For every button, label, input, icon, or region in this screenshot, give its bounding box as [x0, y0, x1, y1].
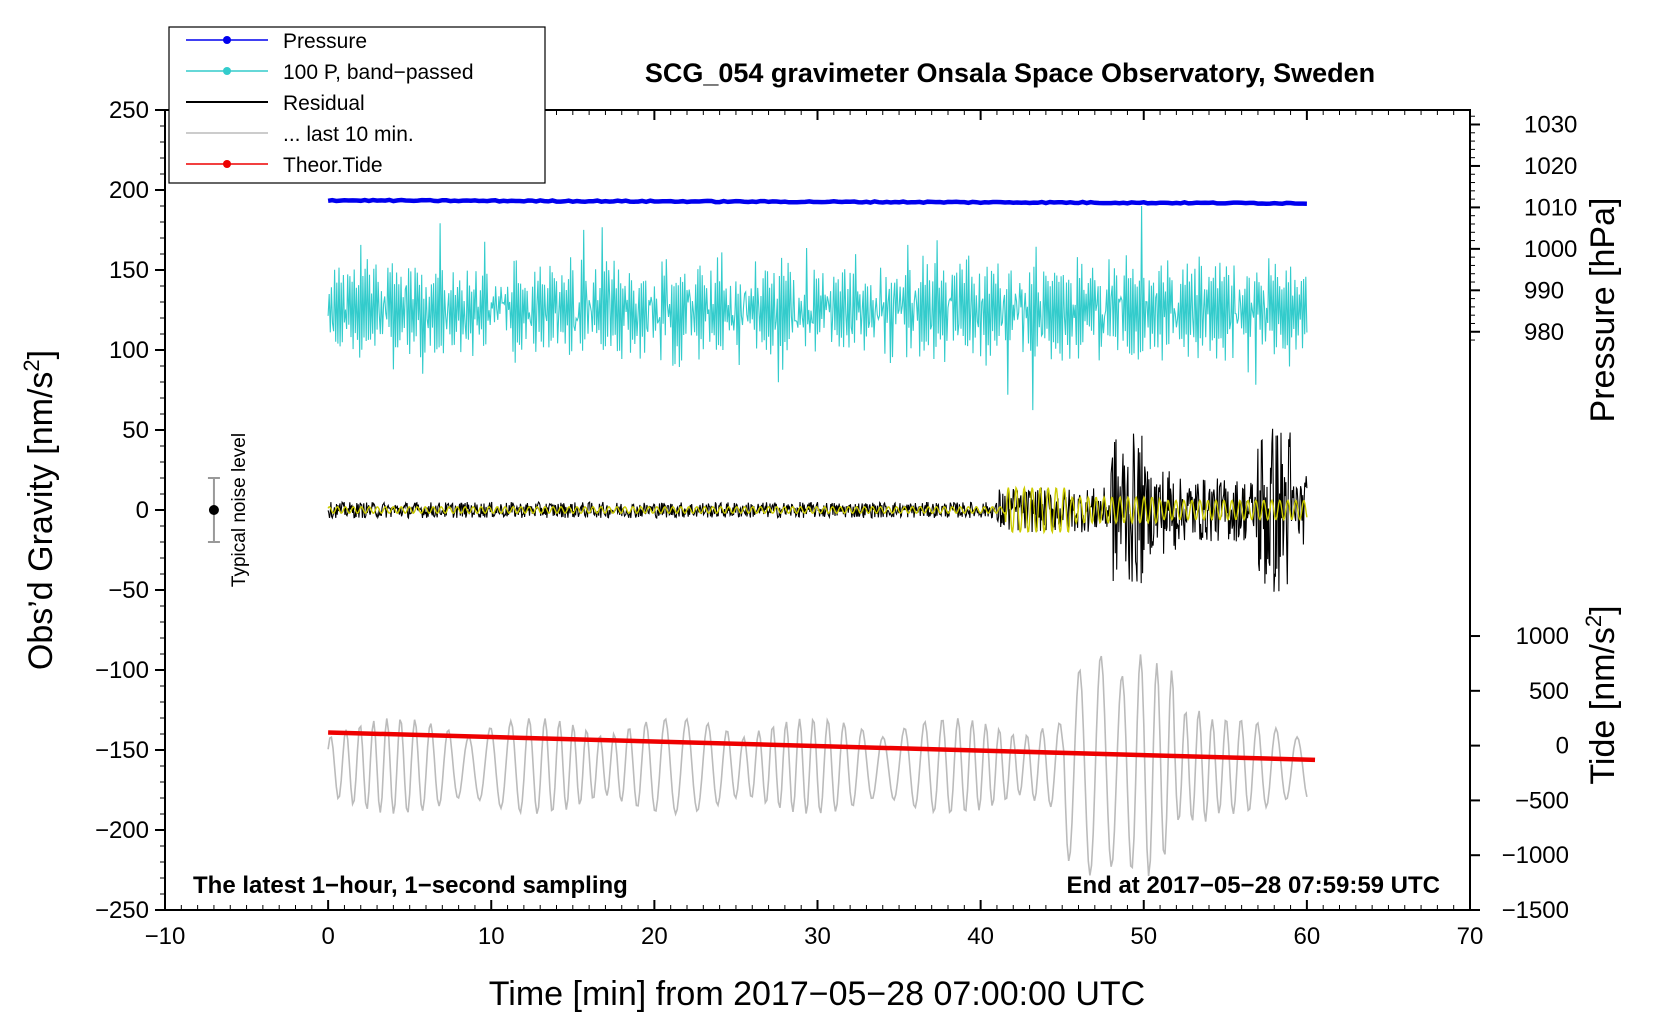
- x-tick-label: −10: [145, 923, 186, 950]
- series-layer: [327, 197, 1316, 876]
- y-tick-label: 200: [109, 177, 149, 204]
- pressure-axis-ticks: 1030 1020 1010 1000 990 980: [1470, 112, 1577, 346]
- tide-tick-label: −500: [1515, 787, 1569, 814]
- y-tick-label: −100: [95, 657, 149, 684]
- tide-tick-label: −1000: [1502, 842, 1569, 869]
- tide-tick-label: −1500: [1502, 897, 1569, 924]
- x-tick-label: 40: [967, 923, 994, 950]
- tide-tick-label: 500: [1529, 678, 1569, 705]
- x-axis-ticks: −10 0 10 20 30 40 50 60 70: [145, 110, 1484, 950]
- series-residual-filtered: [327, 485, 1308, 535]
- y-tick-label: −200: [95, 817, 149, 844]
- x-tick-label: 10: [478, 923, 505, 950]
- noise-dot: [208, 505, 219, 515]
- y-tick-label: −250: [95, 897, 149, 924]
- series-band-passed-pressure: [327, 205, 1308, 411]
- y-axis-label-end: ]: [22, 350, 60, 359]
- pressure-tick-label: 1030: [1524, 112, 1577, 139]
- legend-marker: [223, 160, 231, 168]
- tide-axis-label-end: ]: [1584, 605, 1622, 614]
- legend: Pressure 100 P, band−passed Residual ... la…: [168, 26, 546, 184]
- series-pressure: [327, 197, 1307, 206]
- series-residual: [327, 428, 1308, 592]
- pressure-tick-label: 990: [1524, 277, 1564, 304]
- note-right: End at 2017−05−28 07:59:59 UTC: [1066, 872, 1440, 899]
- series-last-10-min: [327, 654, 1308, 876]
- legend-label: ... last 10 min.: [283, 123, 414, 146]
- legend-label: Pressure: [283, 30, 367, 53]
- legend-items: Pressure 100 P, band−passed Residual ... la…: [186, 30, 474, 177]
- pressure-tick-label: 1020: [1524, 153, 1577, 180]
- y-tick-label: −150: [95, 737, 149, 764]
- legend-marker: [223, 67, 231, 75]
- y-axis-label-main: Obs’d Gravity [nm/s: [22, 372, 60, 671]
- x-tick-label: 50: [1130, 923, 1157, 950]
- tide-axis-label-sup: 2: [1581, 615, 1606, 627]
- tide-axis-label-main: Tide [nm/s: [1584, 627, 1622, 784]
- pressure-tick-label: 1000: [1524, 236, 1577, 263]
- y-tick-label: −50: [108, 577, 149, 604]
- pressure-tick-label: 1010: [1524, 194, 1577, 221]
- y-tick-label: 100: [109, 337, 149, 364]
- note-left: The latest 1−hour, 1−second sampling: [193, 872, 628, 899]
- y-tick-label: 50: [122, 417, 149, 444]
- tide-tick-label: 1000: [1516, 623, 1569, 650]
- y-tick-label: 250: [109, 97, 149, 124]
- tide-tick-label: 0: [1556, 733, 1569, 760]
- noise-marker: Typical noise level: [207, 433, 250, 587]
- series-theoretical-tide: [328, 730, 1316, 763]
- legend-label: Residual: [283, 92, 365, 115]
- legend-marker: [223, 36, 231, 44]
- pressure-axis-label: Pressure [hPa]: [1584, 198, 1622, 423]
- pressure-tick-label: 980: [1524, 319, 1564, 346]
- x-tick-label: 60: [1294, 923, 1321, 950]
- x-tick-label: 30: [804, 923, 831, 950]
- x-axis-label: Time [min] from 2017−05−28 07:00:00 UTC: [489, 975, 1145, 1013]
- legend-label: Theor.Tide: [283, 154, 383, 177]
- y-axis-label: Obs’d Gravity [nm/s2]: [19, 350, 60, 670]
- x-tick-label: 20: [641, 923, 668, 950]
- x-tick-label: 70: [1457, 923, 1484, 950]
- chart-title: SCG_054 gravimeter Onsala Space Observat…: [645, 58, 1375, 88]
- y-axis-ticks: 250 200 150 100 50 0 −50 −100 −150 −200 −250: [95, 97, 165, 924]
- y-axis-label-sup: 2: [19, 359, 44, 371]
- tide-axis-ticks: 1000 500 0 −500 −1000 −1500: [1470, 623, 1569, 924]
- legend-label: 100 P, band−passed: [283, 61, 474, 84]
- noise-label: Typical noise level: [229, 433, 250, 587]
- x-tick-label: 0: [321, 923, 334, 950]
- y-tick-label: 150: [109, 257, 149, 284]
- legend-box: [168, 26, 546, 184]
- tide-axis-label: Tide [nm/s2]: [1581, 605, 1622, 784]
- y-tick-label: 0: [136, 497, 149, 524]
